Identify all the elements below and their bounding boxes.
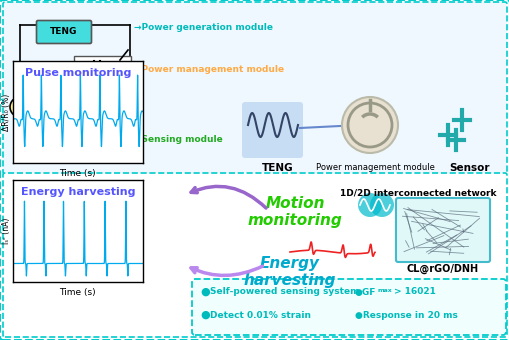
FancyBboxPatch shape — [37, 20, 91, 44]
Circle shape — [342, 97, 397, 153]
Text: > 16021: > 16021 — [393, 288, 435, 296]
FancyBboxPatch shape — [395, 198, 489, 262]
FancyBboxPatch shape — [3, 2, 506, 174]
Text: Power management module: Power management module — [315, 164, 434, 172]
Text: →Power management module: →Power management module — [134, 66, 284, 74]
Text: →Sensing module: →Sensing module — [134, 136, 222, 144]
Text: Energy
harvesting: Energy harvesting — [243, 256, 335, 288]
Text: →Power generation module: →Power generation module — [134, 22, 272, 32]
FancyBboxPatch shape — [74, 56, 131, 86]
Text: ●: ● — [200, 287, 209, 297]
Y-axis label: Iₛᶜ (nA): Iₛᶜ (nA) — [3, 218, 11, 244]
X-axis label: Time (s): Time (s) — [60, 169, 96, 178]
Text: TENG: TENG — [262, 163, 293, 173]
Text: Power management: Power management — [73, 67, 132, 71]
Text: Sensor: Sensor — [52, 135, 79, 140]
Text: Detect 0.01% strain: Detect 0.01% strain — [210, 310, 310, 320]
Circle shape — [369, 193, 393, 217]
FancyBboxPatch shape — [191, 279, 505, 335]
Text: Pulse monitoring: Pulse monitoring — [24, 68, 131, 78]
Circle shape — [10, 97, 30, 117]
Text: Self-powered sensing system: Self-powered sensing system — [210, 288, 359, 296]
Text: max: max — [377, 288, 392, 292]
X-axis label: Time (s): Time (s) — [60, 288, 96, 297]
Text: 1D/2D interconnected network: 1D/2D interconnected network — [339, 188, 495, 198]
Circle shape — [357, 193, 381, 217]
Text: ●GF: ●GF — [354, 288, 376, 296]
Text: Motion
monitoring: Motion monitoring — [247, 196, 342, 228]
FancyBboxPatch shape — [242, 102, 302, 158]
Text: TENG: TENG — [50, 28, 77, 36]
FancyBboxPatch shape — [44, 130, 88, 145]
Text: Sensor: Sensor — [449, 163, 489, 173]
Text: Energy harvesting: Energy harvesting — [20, 187, 135, 197]
Text: ●: ● — [200, 310, 209, 320]
FancyBboxPatch shape — [3, 173, 506, 337]
Text: CL@rGO/DNH: CL@rGO/DNH — [406, 264, 478, 274]
Text: A: A — [16, 102, 24, 112]
Y-axis label: ΔR/R₀ (%): ΔR/R₀ (%) — [3, 94, 11, 131]
Text: ●Response in 20 ms: ●Response in 20 ms — [354, 310, 457, 320]
